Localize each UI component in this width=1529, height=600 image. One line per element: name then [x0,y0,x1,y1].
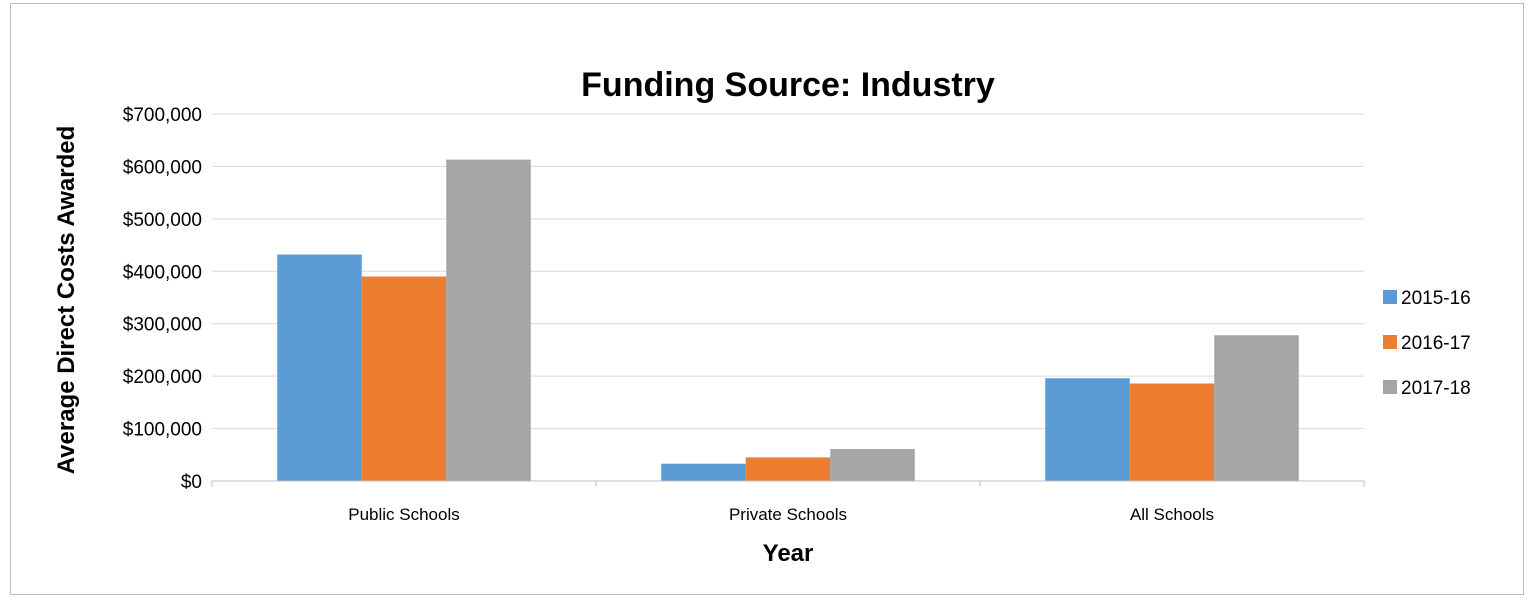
legend-swatch-2016-17 [1383,335,1397,349]
y-tick-label: $300,000 [123,315,202,336]
x-tick-label: Private Schools [729,505,847,524]
bar-2015-16 [661,463,746,481]
bar-2016-17 [361,276,447,481]
legend-label: 2016-17 [1401,333,1471,354]
y-tick-label: $0 [181,472,202,493]
y-tick-label: $600,000 [123,157,202,178]
y-axis-title: Average Direct Costs Awarded [53,126,80,475]
bar-2016-17 [1129,383,1215,481]
bar-2017-18 [446,159,531,481]
x-tick-label: Public Schools [348,505,460,524]
legend-swatch-2017-18 [1383,380,1397,394]
bar-2017-18 [1214,335,1299,481]
y-tick-label: $400,000 [123,262,202,283]
y-tick-label: $100,000 [123,420,202,441]
bar-2015-16 [277,254,362,481]
bar-2017-18 [830,449,915,481]
bar-2015-16 [1045,378,1130,481]
chart-frame [10,3,1524,595]
y-tick-label: $200,000 [123,367,202,388]
chart-title: Funding Source: Industry [581,66,995,104]
y-tick-label: $500,000 [123,210,202,231]
y-tick-label: $700,000 [123,105,202,126]
legend-swatch-2015-16 [1383,290,1397,304]
x-axis-title: Year [763,540,814,567]
x-tick-label: All Schools [1130,505,1214,524]
bar-2016-17 [745,457,831,481]
legend-label: 2017-18 [1401,378,1471,399]
legend-label: 2015-16 [1401,288,1471,309]
